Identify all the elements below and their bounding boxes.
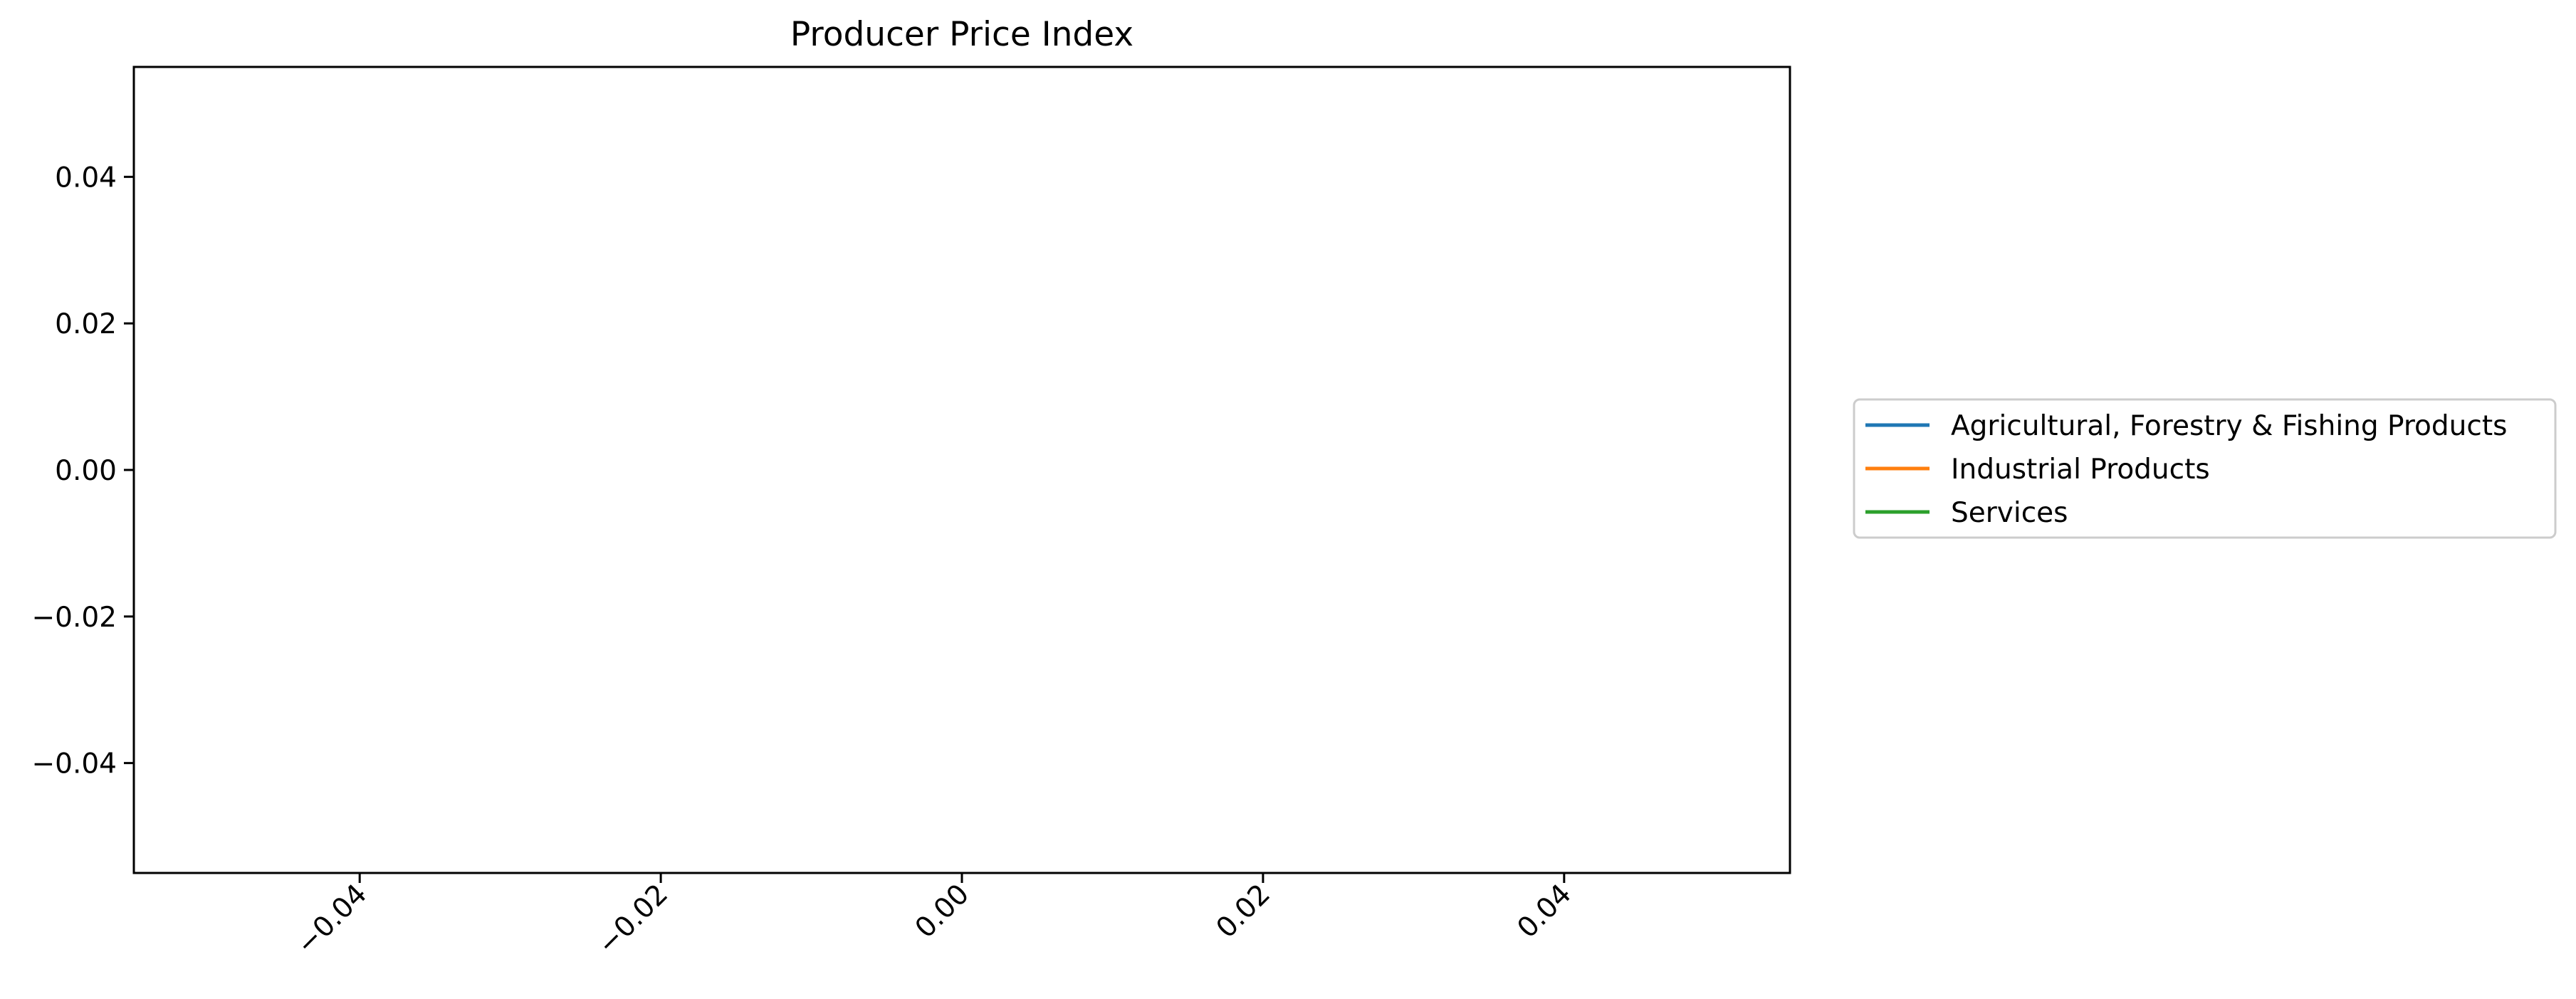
x-tick-label: 0.04 (1512, 878, 1578, 944)
x-axis: −0.04 −0.02 0.00 0.02 0.04 (290, 873, 1578, 961)
x-tick-label: 0.00 (909, 878, 975, 944)
y-tick-label: 0.00 (55, 455, 117, 487)
legend-label: Industrial Products (1951, 454, 2210, 486)
x-tick-label: 0.02 (1210, 878, 1277, 944)
chart-title: Producer Price Index (790, 15, 1133, 54)
x-tick-label: −0.02 (592, 878, 674, 961)
y-tick-label: 0.04 (55, 162, 117, 194)
legend-box (1853, 398, 2557, 539)
legend-label: Agricultural, Forestry & Fishing Product… (1951, 410, 2507, 442)
y-tick-label: 0.02 (55, 308, 117, 340)
y-tick-label: −0.04 (31, 748, 117, 780)
y-axis: 0.04 0.02 0.00 −0.02 −0.04 (31, 162, 134, 780)
y-tick-label: −0.02 (31, 602, 117, 634)
plot-frame (132, 66, 1791, 874)
legend: Agricultural, Forestry & Fishing Product… (1853, 398, 2557, 539)
x-tick-label: −0.04 (290, 878, 373, 961)
legend-label: Services (1951, 497, 2068, 529)
